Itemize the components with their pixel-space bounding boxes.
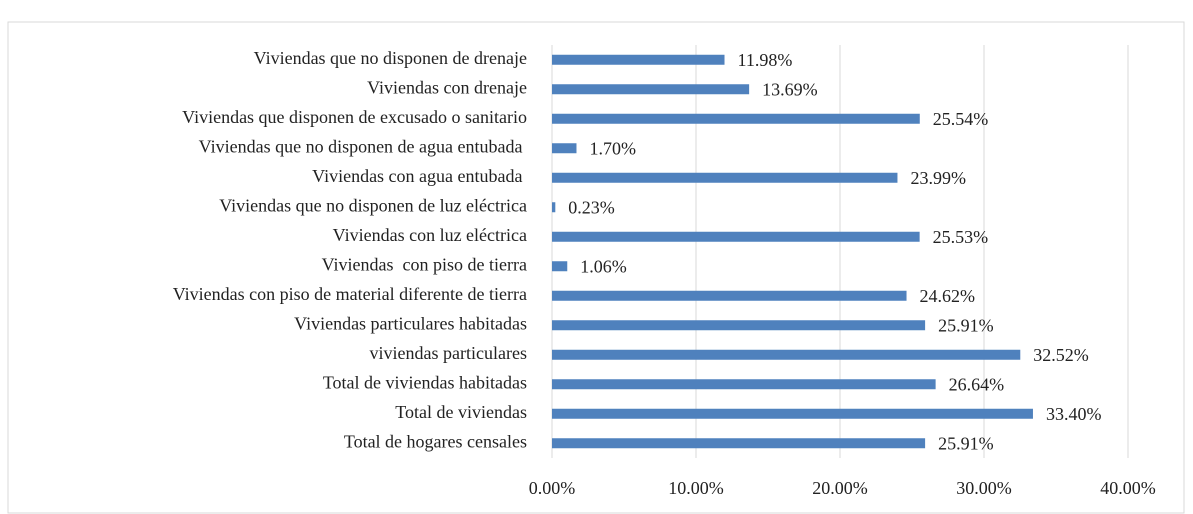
y-tick-label: Viviendas con luz eléctrica	[333, 225, 527, 245]
y-tick-label: Total de hogares censales	[344, 431, 527, 451]
y-tick-label: Viviendas con piso de tierra	[322, 254, 527, 274]
x-tick-label: 0.00%	[529, 478, 576, 498]
bar	[552, 202, 556, 213]
value-label: 1.70%	[589, 138, 636, 158]
x-tick-label: 30.00%	[956, 478, 1012, 498]
bar	[552, 84, 750, 95]
x-tick-label: 40.00%	[1100, 478, 1156, 498]
bar	[552, 408, 1033, 419]
value-label: 25.91%	[938, 315, 994, 335]
bar	[552, 320, 926, 331]
value-label: 33.40%	[1046, 404, 1102, 424]
chart-frame	[7, 21, 1185, 514]
value-label: 11.98%	[738, 50, 793, 70]
value-label: 26.64%	[949, 374, 1005, 394]
y-tick-label: Viviendas que no disponen de agua entuba…	[199, 136, 527, 156]
y-tick-label: Viviendas que disponen de excusado o san…	[182, 107, 527, 127]
bar	[552, 113, 920, 124]
bar	[552, 143, 577, 154]
value-label: 24.62%	[920, 286, 976, 306]
y-tick-label: Viviendas con agua entubada	[312, 166, 527, 186]
x-tick-label: 20.00%	[812, 478, 868, 498]
x-tick-label: 10.00%	[668, 478, 724, 498]
y-tick-label: viviendas particulares	[370, 343, 527, 363]
value-label: 1.06%	[580, 256, 627, 276]
bar	[552, 54, 725, 65]
bar	[552, 172, 898, 183]
y-tick-label: Viviendas que no disponen de drenaje	[254, 48, 527, 68]
value-label: 23.99%	[910, 168, 966, 188]
value-label: 0.23%	[568, 197, 615, 217]
bar	[552, 231, 920, 242]
y-tick-label: Viviendas que no disponen de luz eléctri…	[219, 195, 527, 215]
bar	[552, 438, 926, 449]
bar	[552, 349, 1021, 360]
y-tick-label: Total de viviendas habitadas	[323, 372, 527, 392]
value-label: 25.53%	[933, 227, 989, 247]
value-label: 32.52%	[1033, 345, 1089, 365]
bar	[552, 290, 907, 301]
value-label: 13.69%	[762, 79, 818, 99]
value-label: 25.54%	[933, 109, 989, 129]
y-tick-label: Viviendas con drenaje	[367, 77, 527, 97]
y-tick-label: Viviendas con piso de material diferente…	[173, 284, 527, 304]
value-label: 25.91%	[938, 433, 994, 453]
bar	[552, 379, 936, 390]
bar	[552, 261, 568, 272]
y-tick-label: Viviendas particulares habitadas	[294, 313, 527, 333]
y-tick-label: Total de viviendas	[395, 402, 527, 422]
